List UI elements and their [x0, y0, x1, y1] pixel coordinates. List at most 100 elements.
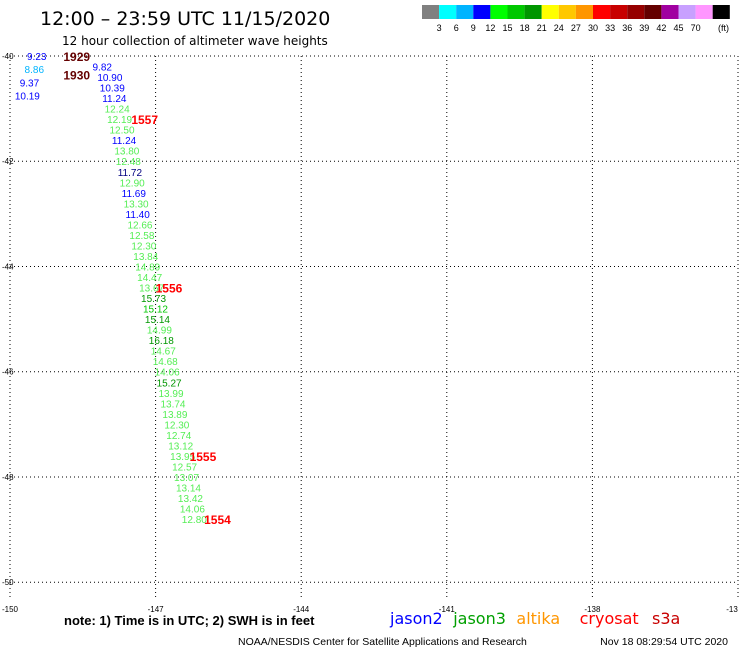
swh-value: 10.19	[15, 91, 40, 102]
swh-value: 13.14	[176, 483, 201, 494]
swh-value: 13.89	[162, 410, 187, 421]
legend-swatch	[593, 5, 611, 19]
legend-swatch	[712, 5, 730, 19]
legend-swatch	[644, 5, 662, 19]
swh-value: 13.67	[139, 284, 164, 295]
data-points: 9.238.869.3710.199.8210.9010.3911.2412.2…	[15, 52, 207, 526]
satellite-cryosat: cryosat	[580, 609, 639, 628]
x-tick-labels: -150 -147 -144 -141 -138 -13	[2, 605, 738, 614]
legend-label: 9	[471, 23, 476, 33]
swh-value: 11.24	[112, 136, 137, 147]
legend-label: 42	[656, 23, 666, 33]
footer-credit: NOAA/NESDIS Center for Satellite Applica…	[238, 636, 527, 648]
legend-swatch	[541, 5, 559, 19]
swh-value: 12.50	[109, 126, 134, 137]
chart-subtitle: 12 hour collection of altimeter wave hei…	[62, 34, 328, 48]
y-tick-label: -48	[2, 473, 14, 482]
x-tick-label: -150	[2, 605, 19, 614]
time-label: 1555	[190, 450, 217, 464]
swh-value: 8.86	[25, 65, 45, 76]
satellite-jason2: jason2	[389, 609, 443, 628]
legend-label: 15	[502, 23, 512, 33]
legend-swatch	[422, 5, 440, 19]
y-tick-label: -40	[2, 52, 14, 61]
swh-value: 12.19	[107, 115, 132, 126]
y-tick-label: -44	[2, 262, 14, 271]
swh-value: 14.06	[180, 505, 205, 516]
swh-value: 15.27	[157, 378, 182, 389]
swh-value: 14.89	[135, 262, 160, 273]
time-label: 1557	[131, 113, 158, 127]
swh-value: 16.18	[149, 336, 174, 347]
swh-value: 13.42	[178, 494, 203, 505]
time-label: 1556	[156, 282, 183, 296]
satellite-legend: jason2 jason3 altika cryosat s3a	[389, 609, 680, 628]
legend-units: (ft)	[718, 23, 729, 33]
swh-value: 9.37	[20, 78, 40, 89]
swh-value: 12.80	[182, 515, 207, 526]
swh-value: 13.07	[174, 473, 199, 484]
legend-label: 3	[437, 23, 442, 33]
legend-label: 45	[673, 23, 683, 33]
legend-label: 30	[588, 23, 598, 33]
swh-value: 12.58	[129, 231, 154, 242]
legend-label: 36	[622, 23, 632, 33]
swh-value: 12.66	[127, 220, 152, 231]
legend-swatch	[678, 5, 696, 19]
swh-value: 13.95	[170, 452, 195, 463]
legend-label: 24	[554, 23, 564, 33]
swh-value: 12.74	[166, 431, 191, 442]
time-label: 1929	[63, 50, 90, 64]
legend-swatch	[575, 5, 593, 19]
legend-swatch	[558, 5, 576, 19]
satellite-altika: altika	[516, 609, 560, 628]
swh-value: 12.48	[116, 157, 141, 168]
swh-value: 14.99	[147, 326, 172, 337]
swh-value: 11.72	[118, 168, 143, 179]
footer-timestamp: Nov 18 08:29:54 UTC 2020	[600, 636, 728, 648]
grid-lines	[9, 55, 739, 598]
swh-value: 10.39	[100, 84, 125, 95]
x-tick-label: -13	[726, 605, 738, 614]
legend-swatch	[627, 5, 645, 19]
swh-value: 15.14	[145, 315, 170, 326]
swh-value: 14.67	[151, 347, 176, 358]
legend-swatch	[661, 5, 679, 19]
swh-value: 15.12	[143, 305, 168, 316]
y-tick-label: -50	[2, 578, 14, 587]
legend-label: 6	[454, 23, 459, 33]
swh-value: 12.57	[172, 462, 197, 473]
legend-swatch	[473, 5, 491, 19]
legend-label: 21	[537, 23, 547, 33]
y-tick-label: -42	[2, 157, 14, 166]
legend-swatch	[695, 5, 713, 19]
chart-title: 12:00 – 23:59 UTC 11/15/2020	[40, 8, 330, 30]
y-tick-labels: -40 -42 -44 -46 -48 -50	[2, 52, 14, 587]
footer-note: note: 1) Time is in UTC; 2) SWH is in fe…	[64, 613, 315, 628]
swh-value: 12.90	[120, 178, 145, 189]
legend-label: 33	[605, 23, 615, 33]
swh-value: 10.90	[97, 73, 122, 84]
legend-swatch	[456, 5, 474, 19]
x-tick-label: -138	[584, 605, 601, 614]
satellite-s3a: s3a	[652, 609, 680, 628]
swh-value: 13.12	[168, 441, 193, 452]
time-label: 1554	[204, 513, 231, 527]
swh-value: 15.73	[141, 294, 166, 305]
time-labels: 1929 1930 1557 1556 1555 1554	[63, 50, 231, 527]
legend-swatch	[507, 5, 525, 19]
swh-value: 14.68	[153, 357, 178, 368]
legend-swatch	[610, 5, 628, 19]
legend-swatch	[524, 5, 542, 19]
legend-label: 27	[571, 23, 581, 33]
swh-value: 14.47	[137, 273, 162, 284]
color-legend: 3 6 9 12 15 18 21 24 27 30 33 36 39 42 45 70 (ft)	[422, 5, 730, 33]
swh-value: 11.40	[126, 210, 151, 221]
swh-value: 9.23	[27, 52, 47, 63]
legend-swatch	[490, 5, 508, 19]
swh-value: 14.06	[155, 368, 180, 379]
swh-value: 12.30	[164, 420, 189, 431]
legend-swatch	[439, 5, 457, 19]
swh-value: 13.74	[160, 399, 185, 410]
